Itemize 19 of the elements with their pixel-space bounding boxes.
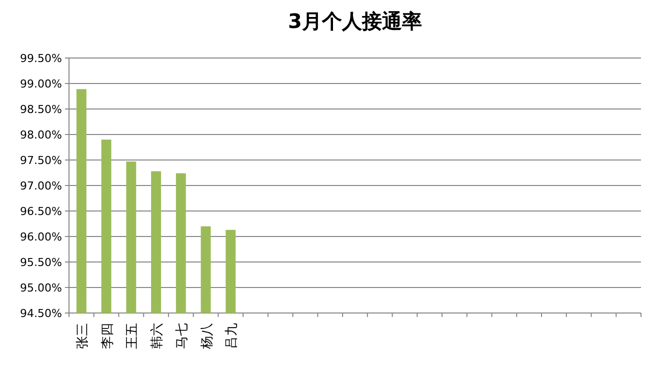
x-tick-label: 李四 (100, 323, 116, 349)
y-tick-label: 97.00% (20, 180, 62, 192)
y-tick-label: 94.50% (20, 307, 62, 320)
y-tick-label: 95.50% (20, 256, 62, 269)
x-tick-label: 张三 (75, 323, 90, 349)
y-tick-label: 98.00% (20, 128, 62, 142)
y-tick-label: 96.00% (20, 230, 62, 244)
y-tick-label: 96.50% (20, 205, 62, 218)
y-tick-label: 99.00% (20, 78, 62, 90)
y-tick-label: 97.50% (20, 154, 62, 167)
y-tick-label: 98.50% (20, 103, 62, 116)
x-tick-label: 王五 (125, 323, 140, 349)
y-tick-label: 99.50% (20, 52, 62, 65)
x-tick-label: 马七 (174, 323, 190, 349)
chart-title: 3月个人接通率 (288, 9, 422, 33)
x-tick-label: 韩六 (150, 323, 166, 349)
x-tick-label: 杨八 (200, 323, 215, 350)
x-tick-label: 吕九 (224, 323, 240, 349)
y-tick-label: 95.00% (20, 282, 62, 294)
